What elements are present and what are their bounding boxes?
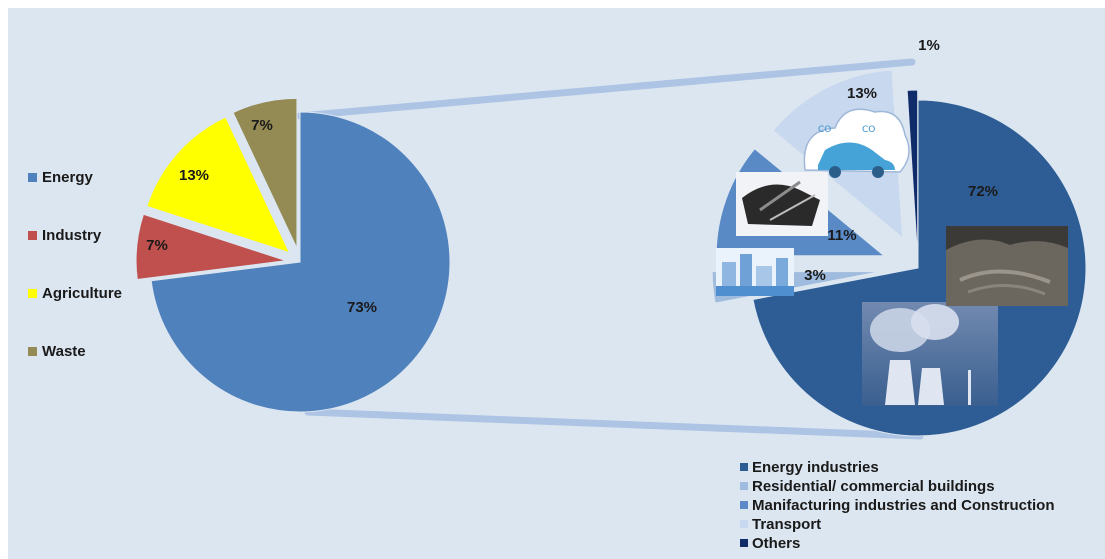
legend-label: Waste bbox=[42, 343, 86, 360]
legend-label: Energy industries bbox=[752, 459, 879, 476]
slice-label: 7% bbox=[146, 237, 168, 254]
slice-label: 72% bbox=[968, 183, 998, 200]
legend-label: Energy bbox=[42, 169, 94, 186]
factory-photo-icon bbox=[736, 172, 828, 236]
power-plant-icon bbox=[862, 302, 998, 406]
legend-swatch bbox=[740, 520, 748, 528]
svg-text:CO: CO bbox=[818, 125, 831, 135]
pie-slice-waste bbox=[232, 97, 298, 249]
energy-breakdown-legend: Energy industries Residential/ commercial… bbox=[740, 459, 1055, 552]
connector-line bbox=[304, 408, 924, 440]
legend-label: Residential/ commercial buildings bbox=[752, 478, 995, 495]
zoom-connector-lines bbox=[296, 58, 924, 440]
slice-label: 11% bbox=[827, 227, 856, 244]
slice-label: 13% bbox=[179, 167, 209, 184]
legend-swatch bbox=[28, 173, 37, 182]
pie-slice-industry bbox=[135, 213, 287, 281]
sector-legend: Energy Industry Agriculture Waste bbox=[28, 169, 122, 360]
legend-swatch bbox=[28, 289, 37, 298]
illustration-layer: CO CO bbox=[716, 108, 1068, 406]
mine-photo-icon bbox=[946, 226, 1068, 306]
legend-label: Transport bbox=[752, 516, 821, 533]
svg-text:CO: CO bbox=[862, 125, 875, 135]
legend-swatch bbox=[740, 501, 748, 509]
sector-pie bbox=[135, 97, 451, 413]
legend-label: Manifacturing industries and Constructio… bbox=[752, 497, 1055, 514]
legend-swatch bbox=[740, 463, 748, 471]
slice-label: 1% bbox=[918, 37, 940, 54]
slice-labels: 73% 7% 13% 7% 72% 3% 11% 13% 1% bbox=[146, 37, 998, 316]
connector-line bbox=[296, 58, 916, 120]
pie-slice-energy-industries bbox=[752, 99, 1087, 437]
legend-label: Agriculture bbox=[42, 285, 122, 302]
pie-slice-energy bbox=[150, 111, 451, 413]
pie-slice-agriculture bbox=[146, 116, 291, 254]
slice-label: 7% bbox=[251, 117, 273, 134]
legend-swatch bbox=[28, 231, 37, 240]
legend-swatch bbox=[740, 482, 748, 490]
slice-label: 73% bbox=[347, 299, 377, 316]
slice-label: 13% bbox=[847, 85, 877, 102]
legend-label: Industry bbox=[42, 227, 102, 244]
legend-swatch bbox=[740, 539, 748, 547]
legend-swatch bbox=[28, 347, 37, 356]
car-co2-icon: CO CO bbox=[803, 108, 910, 178]
slice-label: 3% bbox=[804, 267, 826, 284]
pie-slice-others bbox=[906, 89, 919, 259]
legend-label: Others bbox=[752, 535, 800, 552]
buildings-icon bbox=[716, 248, 794, 296]
